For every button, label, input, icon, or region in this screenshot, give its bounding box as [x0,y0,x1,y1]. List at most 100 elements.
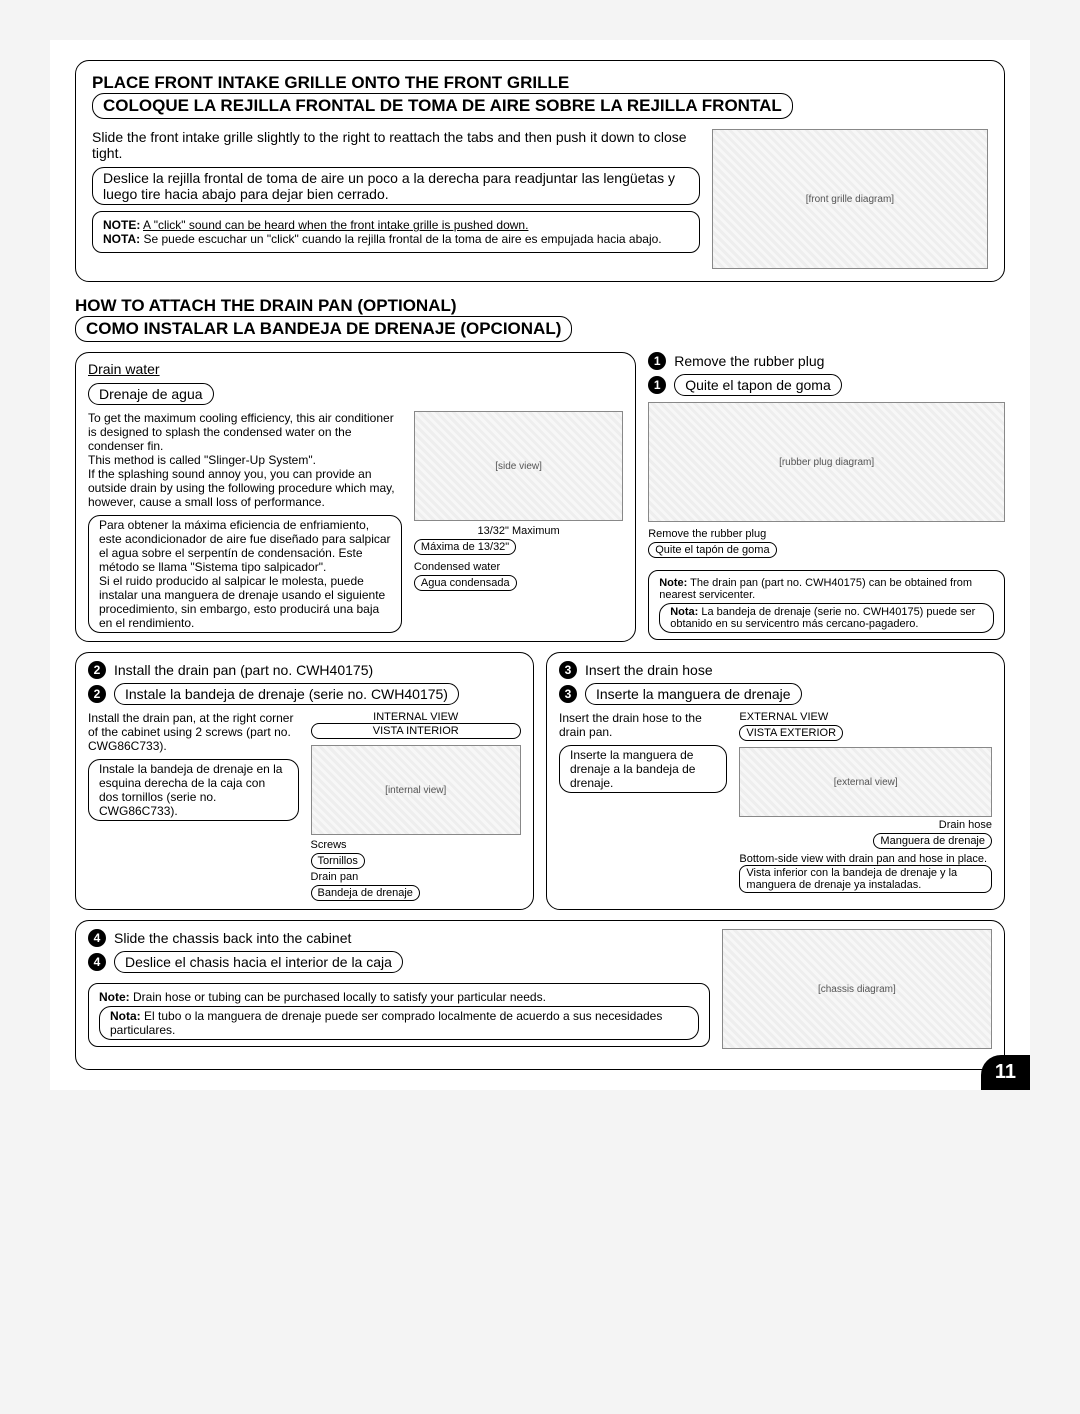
step3-caption-en: Bottom-side view with drain pan and hose… [739,853,992,865]
drain-heading-en: Drain water [88,361,623,377]
step2-title-en: Install the drain pan (part no. CWH40175… [114,662,373,678]
step3-caption-es: Vista inferior con la bandeja de drenaje… [739,865,992,893]
drain-diagram-col: [side view] 13/32" Maximum Máxima de 13/… [414,411,623,633]
section2-title-es: COMO INSTALAR LA BANDEJA DE DRENAJE (OPC… [75,316,572,342]
step3-num-es: 3 [559,685,577,703]
step2-title-en-row: 2 Install the drain pan (part no. CWH401… [88,661,521,679]
drain-max-en: 13/32" Maximum [414,525,623,537]
step3-box: 3 Insert the drain hose 3 Inserte la man… [546,652,1005,910]
drain-and-step1-row: Drain water Drenaje de agua To get the m… [75,352,1005,642]
step3-title-en-row: 3 Insert the drain hose [559,661,992,679]
step1-num: 1 [648,352,666,370]
step1-note-es-row: Nota: La bandeja de drenaje (serie no. C… [659,603,994,633]
step1-note-label-en: Note: [659,577,687,589]
section1-header: PLACE FRONT INTAKE GRILLE ONTO THE FRONT… [92,73,988,119]
drain-water-box: Drain water Drenaje de agua To get the m… [75,352,636,642]
step1-title-es-row: 1 Quite el tapon de goma [648,374,1005,396]
step2-step3-row: 2 Install the drain pan (part no. CWH401… [75,652,1005,910]
section1-note-box: NOTE: A "click" sound can be heard when … [92,211,700,253]
grille-diagram: [front grille diagram] [712,129,988,269]
step3-body-en: Insert the drain hose to the drain pan. [559,711,727,739]
step2-num: 2 [88,661,106,679]
drain-body-es: Para obtener la máxima eficiencia de enf… [88,515,402,633]
section1-diagram-col: [front grille diagram] [712,129,988,269]
section2-title-en: HOW TO ATTACH THE DRAIN PAN (OPTIONAL) [75,296,1005,316]
step4-note-es-row: Nota: El tubo o la manguera de drenaje p… [99,1006,699,1040]
step2-pan-en: Drain pan [311,871,522,883]
step3-title-es-row: 3 Inserte la manguera de drenaje [559,683,992,705]
step2-pan-es: Bandeja de drenaje [311,885,420,901]
step1-note-es: La bandeja de drenaje (serie no. CWH4017… [670,606,975,630]
page-number: 11 [981,1055,1030,1090]
step4-diagram: [chassis diagram] [722,929,992,1049]
section1-text-col: Slide the front intake grille slightly t… [92,129,700,269]
manual-page: PLACE FRONT INTAKE GRILLE ONTO THE FRONT… [50,40,1030,1090]
step2-title-es-row: 2 Instale la bandeja de drenaje (serie n… [88,683,521,705]
step2-box: 2 Install the drain pan (part no. CWH401… [75,652,534,910]
step4-text-col: 4 Slide the chassis back into the cabine… [88,929,710,1049]
step1-note-box: Note: The drain pan (part no. CWH40175) … [648,570,1005,640]
step4-diagram-col: [chassis diagram] [722,929,992,1049]
step3-diagram: [external view] [739,747,992,817]
step1-num-es: 1 [648,376,666,394]
step1-col: 1 Remove the rubber plug 1 Quite el tapo… [648,352,1005,642]
step4-num: 4 [88,929,106,947]
step4-note-box: Note: Drain hose or tubing can be purcha… [88,983,710,1047]
step1-title-en-row: 1 Remove the rubber plug [648,352,1005,370]
section1-title-es: COLOQUE LA REJILLA FRONTAL DE TOMA DE AI… [92,93,793,119]
step1-note-en: The drain pan (part no. CWH40175) can be… [659,577,972,601]
step4-title-es: Deslice el chasis hacia el interior de l… [114,951,403,973]
section1-note-label-es: NOTA: [103,232,140,246]
step1-title-en: Remove the rubber plug [674,353,824,369]
step2-title-es: Instale la bandeja de drenaje (serie no.… [114,683,459,705]
step2-body-es: Instale la bandeja de drenaje en la esqu… [88,759,299,821]
step4-note-es: El tubo o la manguera de drenaje puede s… [110,1009,662,1037]
step3-diagram-col: EXTERNAL VIEW VISTA EXTERIOR [external v… [739,711,992,893]
section1-note-label-en: NOTE: [103,218,140,232]
step2-screws-es: Tornillos [311,853,365,869]
step3-hose-en: Drain hose [739,819,992,831]
step1-note-label-es: Nota: [670,606,698,618]
step4-note-label-en: Note: [99,990,130,1004]
step3-num: 3 [559,661,577,679]
step3-view-es: VISTA EXTERIOR [739,725,843,741]
section1-note-es-row: NOTA: Se puede escuchar un "click" cuand… [103,232,689,246]
step2-diagram-col: INTERNAL VIEW VISTA INTERIOR [internal v… [311,711,522,901]
step4-num-es: 4 [88,953,106,971]
step1-title-es: Quite el tapon de goma [674,374,842,396]
step3-body-es: Inserte la manguera de drenaje a la band… [559,745,727,793]
step2-screws-en: Screws [311,839,522,851]
step3-text-col: Insert the drain hose to the drain pan. … [559,711,727,893]
step3-title-en: Insert the drain hose [585,662,713,678]
step3-hose-es: Manguera de drenaje [873,833,992,849]
step1-diagram: [rubber plug diagram] [648,402,1005,522]
drain-text-col: To get the maximum cooling efficiency, t… [88,411,402,633]
section2-header: HOW TO ATTACH THE DRAIN PAN (OPTIONAL) C… [75,296,1005,342]
drain-cw-en: Condensed water [414,561,623,573]
drain-body-en: To get the maximum cooling efficiency, t… [88,411,402,509]
drain-heading-es: Drenaje de agua [88,383,214,405]
step2-diagram: [internal view] [311,745,522,835]
section1-body-en: Slide the front intake grille slightly t… [92,129,700,161]
step4-box: 4 Slide the chassis back into the cabine… [75,920,1005,1070]
step4-title-es-row: 4 Deslice el chasis hacia el interior de… [88,951,710,973]
drain-cw-es: Agua condensada [414,575,517,591]
section1-note-en: A "click" sound can be heard when the fr… [143,218,528,232]
step3-view-en: EXTERNAL VIEW [739,711,992,723]
step2-view-en: INTERNAL VIEW [311,711,522,723]
section-grille: PLACE FRONT INTAKE GRILLE ONTO THE FRONT… [75,60,1005,282]
step2-body-en: Install the drain pan, at the right corn… [88,711,299,753]
step1-note-en-row: Note: The drain pan (part no. CWH40175) … [659,577,994,601]
section1-body-row: Slide the front intake grille slightly t… [92,129,988,269]
section1-body-es: Deslice la rejilla frontal de toma de ai… [92,167,700,205]
step4-note-en: Drain hose or tubing can be purchased lo… [133,990,546,1004]
drain-max-es: Máxima de 13/32" [414,539,516,555]
section1-note-es: Se puede escuchar un "click" cuando la r… [143,232,661,246]
step1-remove-es: Quite el tapón de goma [648,542,776,558]
section1-note-en-row: NOTE: A "click" sound can be heard when … [103,218,689,232]
drain-diagram: [side view] [414,411,623,521]
step2-view-es: VISTA INTERIOR [311,723,522,739]
step4-note-en-row: Note: Drain hose or tubing can be purcha… [99,990,699,1004]
section1-title-en: PLACE FRONT INTAKE GRILLE ONTO THE FRONT… [92,73,988,93]
step2-num-es: 2 [88,685,106,703]
